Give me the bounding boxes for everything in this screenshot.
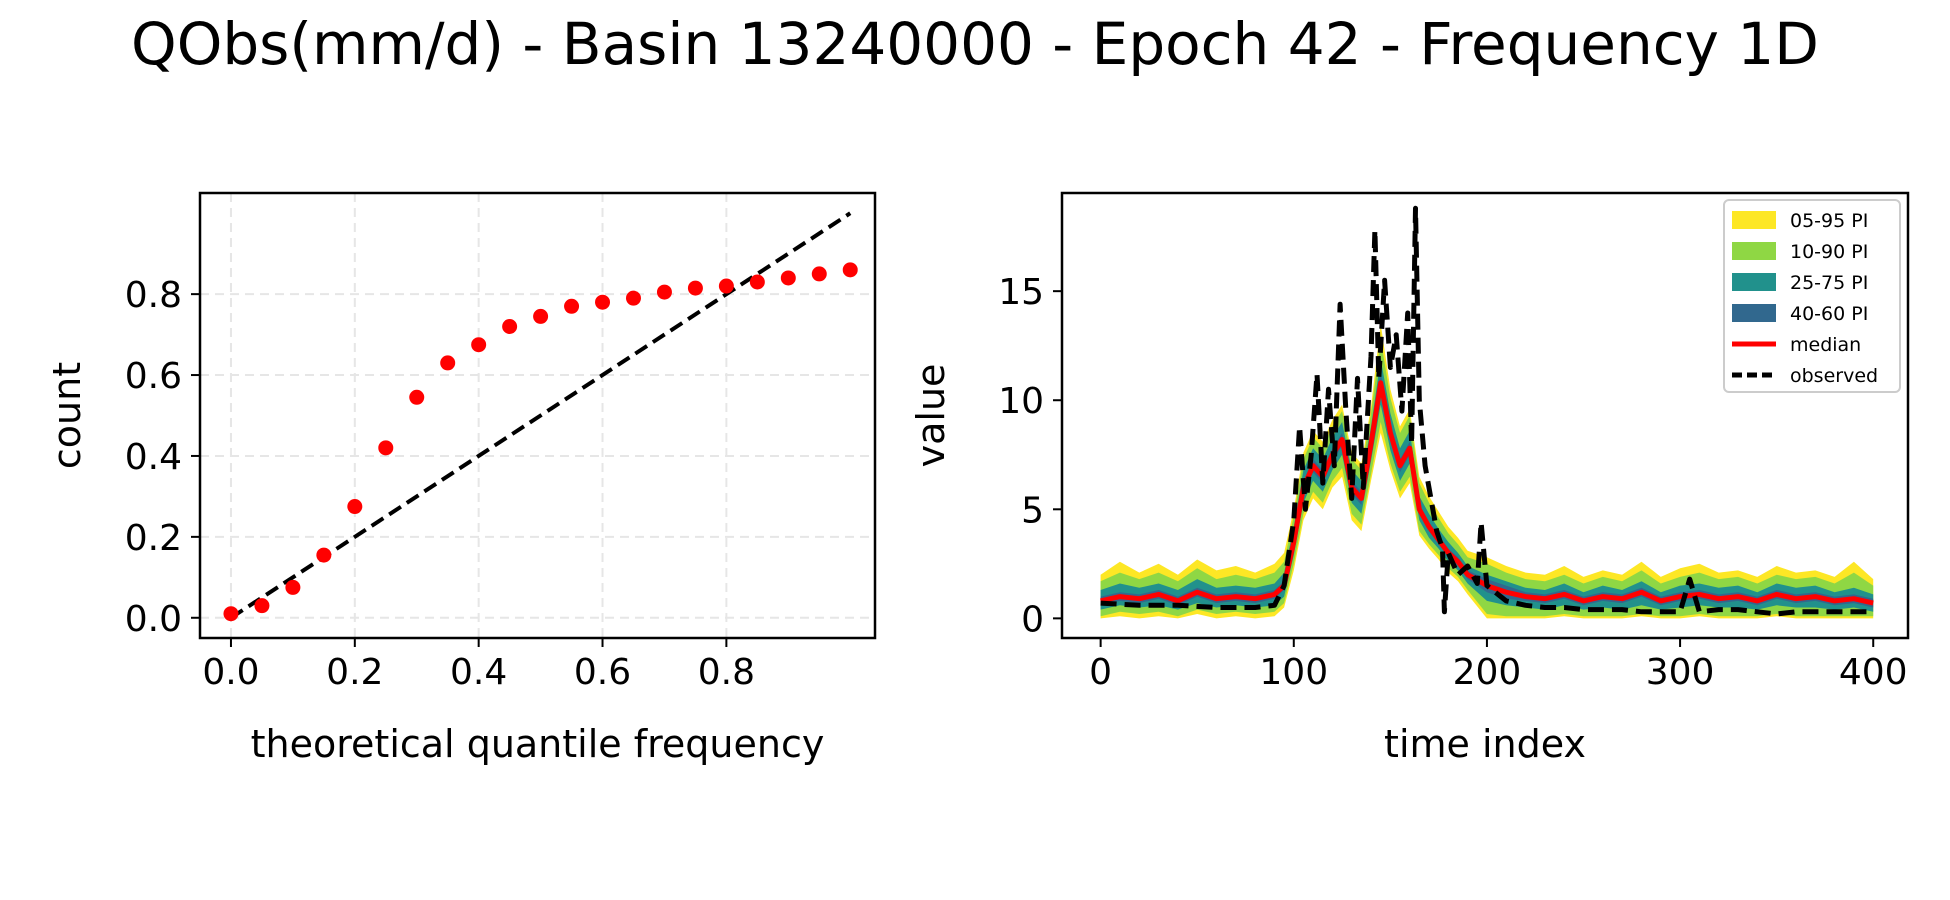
qq-xtick-label: 0.0: [202, 652, 259, 693]
quantile-point: [749, 274, 765, 290]
qq-ytick-label: 0.8: [125, 275, 182, 316]
quantile-point: [564, 298, 580, 314]
quantile-point: [842, 262, 858, 278]
quantile-point: [625, 290, 641, 306]
qq-ytick-label: 0.2: [125, 518, 182, 559]
ts-frame: [1060, 191, 1910, 640]
median-line: [1100, 380, 1874, 606]
quantile-point: [378, 440, 394, 456]
quantile-point: [811, 266, 827, 282]
quantile-point: [471, 337, 487, 353]
legend-swatch: [1732, 211, 1776, 229]
legend-label: observed: [1790, 365, 1878, 387]
ts-x-axis-label: time index: [1384, 722, 1586, 766]
legend-label: 25-75 PI: [1790, 272, 1868, 294]
quantile-point: [533, 308, 549, 324]
observed-line: [1100, 205, 1874, 617]
quantile-point: [595, 294, 611, 310]
quantile-point: [687, 280, 703, 296]
ts-ytick-label: 0: [1021, 599, 1044, 640]
qq-x-axis-label: theoretical quantile frequency: [251, 722, 825, 766]
legend-swatch: [1732, 304, 1776, 322]
quantile-point: [780, 270, 796, 286]
legend-swatch: [1732, 273, 1776, 291]
qq-ytick-label: 0.0: [125, 599, 182, 640]
legend-label: 10-90 PI: [1790, 241, 1868, 263]
qq-ytick-label: 0.6: [125, 356, 182, 397]
ts-xtick-label: 400: [1839, 652, 1908, 693]
ts-xtick-label: 200: [1453, 652, 1522, 693]
ts-ytick-label: 15: [998, 272, 1044, 313]
quantile-point: [223, 606, 239, 622]
quantile-point: [502, 319, 518, 334]
qq-y-axis-label: count: [45, 362, 89, 469]
quantile-chart: 0.0 0.2 0.4 0.6 0.8 0.0 0.2 0.4 0.6 0.8 theoretica…: [45, 191, 877, 766]
ts-xtick-label: 300: [1646, 652, 1715, 693]
timeseries-chart: 0 100 200 300 400 0 5 10 15 time index value 05-95 …: [909, 191, 1910, 766]
qq-xtick-label: 0.2: [326, 652, 383, 693]
ts-xtick-label: 0: [1089, 652, 1112, 693]
quantile-point: [440, 355, 456, 371]
quantile-point: [409, 389, 425, 405]
quantile-point: [316, 547, 332, 563]
reference-line: [229, 211, 852, 620]
ts-y-axis-label: value: [909, 364, 953, 468]
qq-xtick-label: 0.4: [450, 652, 507, 693]
figure-title: QObs(mm/d) - Basin 13240000 - Epoch 42 -…: [131, 10, 1819, 78]
quantile-point: [718, 278, 734, 294]
legend-label: median: [1790, 334, 1861, 356]
qq-xtick-label: 0.8: [698, 652, 755, 693]
quantile-point: [656, 284, 672, 300]
qq-frame: [198, 191, 877, 640]
ts-ytick-label: 5: [1021, 490, 1044, 531]
quantile-point: [285, 579, 301, 595]
ts-xtick-label: 100: [1259, 652, 1328, 693]
ts-ytick-label: 10: [998, 381, 1044, 422]
quantile-point: [347, 499, 363, 515]
quantile-point: [254, 598, 270, 614]
legend-swatch: [1732, 242, 1776, 260]
legend-label: 05-95 PI: [1790, 210, 1868, 232]
qq-ytick-label: 0.4: [125, 437, 182, 478]
qq-xtick-label: 0.6: [574, 652, 631, 693]
legend-label: 40-60 PI: [1790, 303, 1868, 325]
